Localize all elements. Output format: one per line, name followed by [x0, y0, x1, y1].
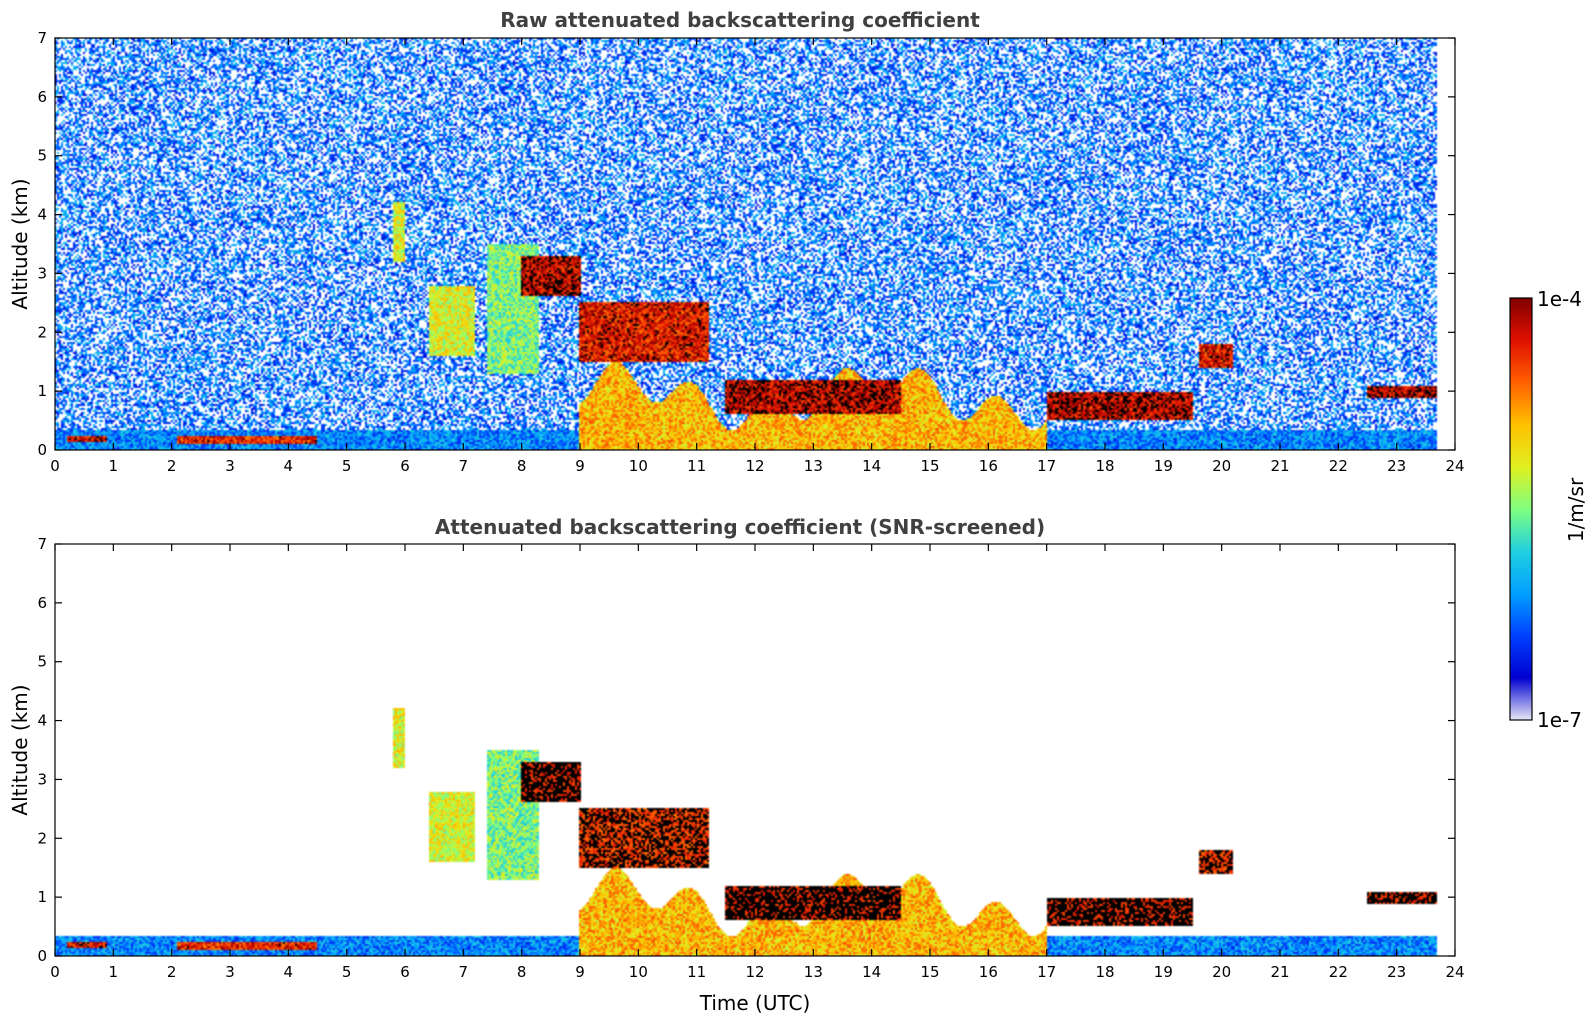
bottom-y-axis: 0 1 2 3 4 5 6 7 [37, 535, 1455, 965]
y-tick-label: 4 [37, 206, 47, 224]
x-tick-label: 15 [920, 457, 939, 475]
x-tick-label: 9 [575, 457, 585, 475]
x-tick-label: 8 [517, 963, 527, 981]
top-heatmap-image [55, 38, 1455, 450]
top-x-axis: 0 1 2 3 4 5 6 7 8 9 10 11 12 13 14 15 16 17 18 19 20 21 22 23 24 [50, 38, 1465, 475]
y-tick-label: 0 [37, 947, 47, 965]
x-tick-label: 20 [1212, 963, 1231, 981]
x-tick-label: 17 [1037, 457, 1056, 475]
x-tick-label: 1 [109, 963, 119, 981]
y-tick-label: 0 [37, 441, 47, 459]
y-tick-label: 2 [37, 829, 47, 847]
x-tick-label: 11 [687, 457, 706, 475]
y-tick-label: 6 [37, 594, 47, 612]
x-tick-label: 16 [979, 963, 998, 981]
x-tick-label: 22 [1329, 457, 1348, 475]
x-tick-label: 6 [400, 457, 410, 475]
x-tick-label: 17 [1037, 963, 1056, 981]
y-tick-label: 3 [37, 770, 47, 788]
x-tick-label: 2 [167, 963, 177, 981]
x-tick-label: 19 [1154, 457, 1173, 475]
x-tick-label: 16 [979, 457, 998, 475]
bottom-panel: Attenuated backscattering coefficient (S… [8, 515, 1465, 1015]
x-tick-label: 19 [1154, 963, 1173, 981]
x-tick-label: 0 [50, 457, 60, 475]
bottom-heatmap-image [55, 544, 1455, 956]
y-tick-label: 4 [37, 712, 47, 730]
bottom-x-axis-label: Time (UTC) [699, 991, 811, 1015]
y-tick-label: 3 [37, 264, 47, 282]
x-tick-label: 5 [342, 457, 352, 475]
y-tick-label: 5 [37, 653, 47, 671]
y-tick-label: 5 [37, 147, 47, 165]
colorbar-max-label: 1e-4 [1537, 287, 1582, 311]
x-tick-label: 12 [745, 457, 764, 475]
x-tick-label: 1 [109, 457, 119, 475]
colorbar-min-label: 1e-7 [1537, 708, 1582, 732]
x-tick-label: 14 [862, 457, 881, 475]
top-panel-title: Raw attenuated backscattering coefficien… [500, 8, 980, 32]
x-tick-label: 2 [167, 457, 177, 475]
y-tick-label: 7 [37, 29, 47, 47]
bottom-panel-title: Attenuated backscattering coefficient (S… [435, 515, 1045, 539]
x-tick-label: 11 [687, 963, 706, 981]
colorbar-frame [1509, 297, 1533, 721]
x-tick-label: 15 [920, 963, 939, 981]
y-tick-label: 1 [37, 382, 47, 400]
bottom-y-axis-label: Altitude (km) [8, 684, 32, 815]
x-tick-label: 13 [804, 963, 823, 981]
x-tick-label: 18 [1095, 963, 1114, 981]
top-y-axis-label: Altitude (km) [8, 178, 32, 309]
y-tick-label: 6 [37, 88, 47, 106]
x-tick-label: 12 [745, 963, 764, 981]
x-tick-label: 21 [1270, 963, 1289, 981]
top-y-axis: 0 1 2 3 4 5 6 7 [37, 29, 1455, 459]
y-tick-label: 2 [37, 323, 47, 341]
x-tick-label: 22 [1329, 963, 1348, 981]
x-tick-label: 10 [629, 963, 648, 981]
y-tick-label: 7 [37, 535, 47, 553]
x-tick-label: 20 [1212, 457, 1231, 475]
x-tick-label: 0 [50, 963, 60, 981]
x-tick-label: 9 [575, 963, 585, 981]
x-tick-label: 3 [225, 963, 235, 981]
x-tick-label: 13 [804, 457, 823, 475]
x-tick-label: 18 [1095, 457, 1114, 475]
x-tick-label: 7 [459, 963, 469, 981]
x-tick-label: 4 [284, 457, 294, 475]
x-tick-label: 24 [1445, 963, 1464, 981]
x-tick-label: 5 [342, 963, 352, 981]
x-tick-label: 7 [459, 457, 469, 475]
x-tick-label: 8 [517, 457, 527, 475]
x-tick-label: 21 [1270, 457, 1289, 475]
colorbar-gradient [1510, 298, 1532, 720]
x-tick-label: 4 [284, 963, 294, 981]
x-tick-label: 14 [862, 963, 881, 981]
top-panel: Raw attenuated backscattering coefficien… [8, 8, 1465, 475]
y-tick-label: 1 [37, 888, 47, 906]
colorbar-unit-label: 1/m/sr [1564, 477, 1588, 542]
x-tick-label: 24 [1445, 457, 1464, 475]
x-tick-label: 10 [629, 457, 648, 475]
x-tick-label: 23 [1387, 963, 1406, 981]
x-tick-label: 3 [225, 457, 235, 475]
bottom-x-axis: 0 1 2 3 4 5 6 7 8 9 10 11 12 13 14 15 16 17 18 19 20 21 22 23 24 [50, 544, 1465, 981]
x-tick-label: 23 [1387, 457, 1406, 475]
x-tick-label: 6 [400, 963, 410, 981]
colorbar: 1e-4 1e-7 1/m/sr [1509, 287, 1588, 732]
